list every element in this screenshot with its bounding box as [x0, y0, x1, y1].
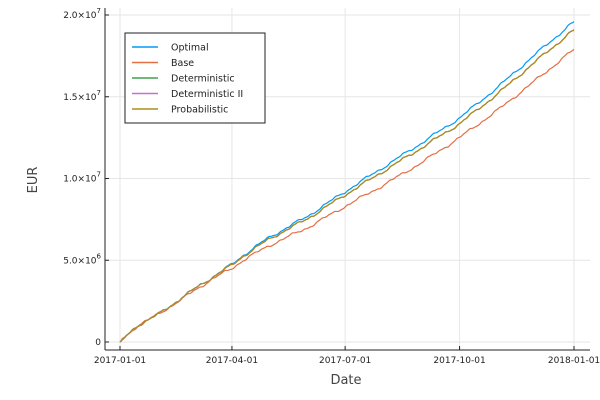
y-tick-label: 1.0×107: [63, 171, 101, 185]
legend-label: Optimal: [171, 43, 209, 54]
legend-label: Deterministic: [171, 74, 235, 85]
y-axis-title: EUR: [26, 167, 41, 194]
x-tick-label: 2017-07-01: [319, 356, 371, 366]
legend: Optimal Base Deterministic Deterministic II…: [124, 32, 266, 124]
y-tick-label: 0: [95, 338, 101, 348]
legend-label: Base: [171, 58, 194, 69]
x-tick-label: 2017-04-01: [206, 356, 258, 366]
axes: [104, 8, 590, 351]
x-axis-title: Date: [330, 373, 361, 388]
legend-label: Probabilistic: [171, 105, 228, 116]
x-tick-label: 2018-01-01: [548, 356, 600, 366]
y-tick-labels: 0 5.0×106 1.0×107 1.5×107 2.0×107: [63, 7, 101, 348]
x-tick-labels: 2017-01-01 2017-04-01 2017-07-01 2017-10-01…: [94, 356, 600, 366]
series-line-probabilistic: [119, 29, 575, 343]
y-tick-label: 5.0×106: [63, 252, 101, 266]
legend-label: Deterministic II: [171, 89, 243, 100]
x-tick-label: 2017-01-01: [94, 356, 146, 366]
x-tick-label: 2017-10-01: [433, 356, 485, 366]
series-group: [119, 21, 575, 343]
series-line-base: [119, 48, 575, 343]
y-tick-label: 2.0×107: [63, 7, 101, 21]
y-tick-label: 1.5×107: [63, 89, 101, 103]
